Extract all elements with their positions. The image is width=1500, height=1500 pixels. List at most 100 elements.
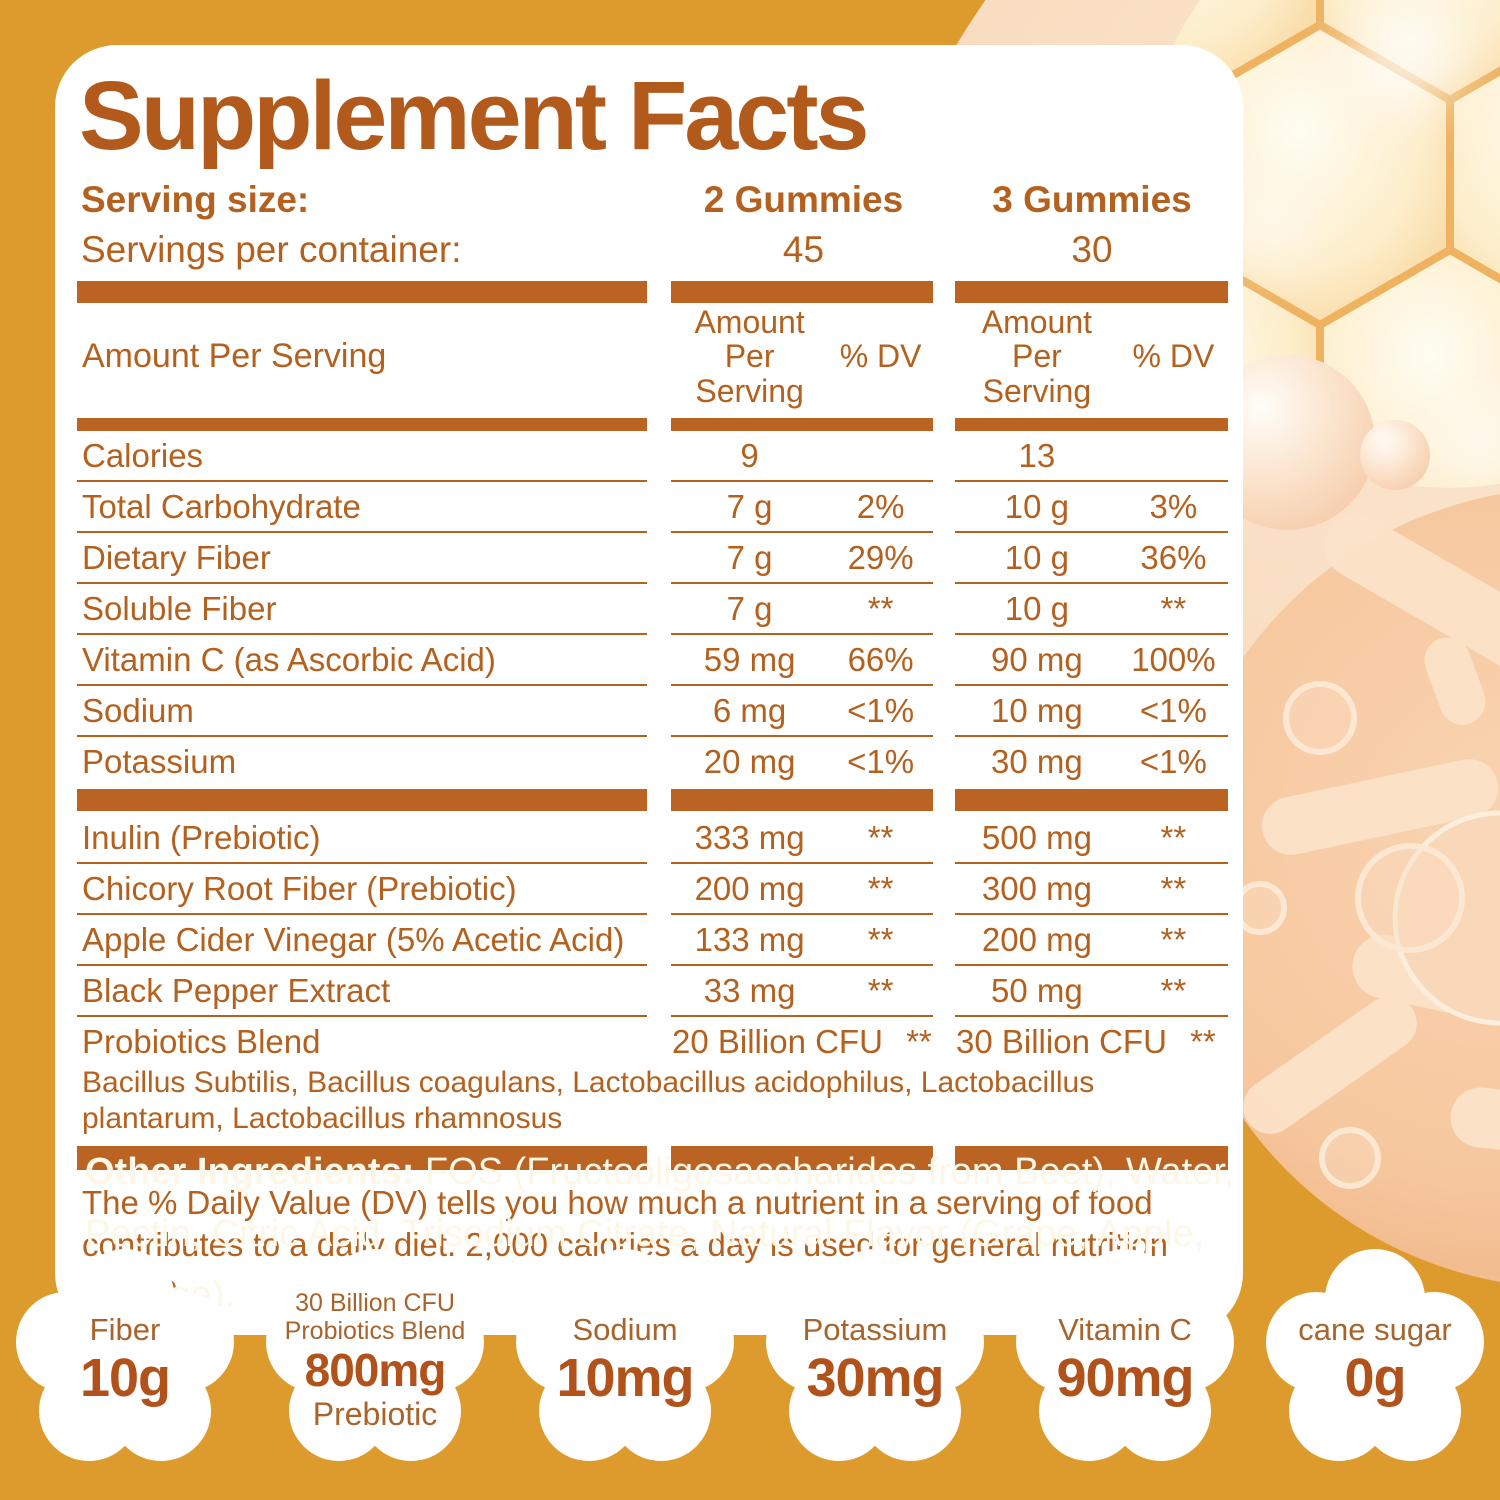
serving-size-2g: 2 Gummies: [703, 179, 904, 220]
table-header-row: Amount Per Serving Amount Per Serving % …: [77, 303, 1228, 411]
amount-3g: 500 mg: [981, 818, 1092, 856]
badge-value: 800mg: [304, 1344, 447, 1397]
nutrient-name: Chicory Root Fiber (Prebiotic): [77, 864, 647, 915]
nutrient-name: Total Carbohydrate: [77, 482, 647, 534]
amount-per-serving-header: Amount Per Serving: [82, 337, 387, 376]
dv-3g: **: [1160, 590, 1187, 628]
nutrient-name: Apple Cider Vinegar (5% Acetic Acid): [77, 915, 647, 966]
table-row-apple-cider-vinegar: Apple Cider Vinegar (5% Acetic Acid) 133…: [77, 915, 1228, 966]
amount-per-serving-header-2g: Amount Per Serving: [694, 303, 805, 409]
dv-2g: 29%: [847, 539, 914, 577]
highlight-badges-row: Fiber 10g 30 Billion CFU Probiotics Blen…: [0, 1258, 1500, 1464]
table-row-probiotics-blend: Probiotics Blend 20 Billion CFU ** 30 Bil…: [77, 1017, 1228, 1063]
table-row-vitamin-c: Vitamin C (as Ascorbic Acid) 59 mg 66% 90…: [77, 635, 1228, 687]
amount-2g: 7 g: [726, 590, 773, 628]
table-row-inulin: Inulin (Prebiotic) 333 mg ** 500 mg **: [77, 813, 1228, 864]
amount-2g: 6 mg: [712, 692, 787, 730]
dv-3g: 100%: [1131, 641, 1216, 679]
dv-3g: 36%: [1140, 539, 1207, 577]
section-bar: [77, 788, 1228, 811]
badge-value: 10g: [79, 1348, 171, 1409]
serving-size-label: Serving size:: [81, 179, 310, 220]
badge-sublabel: Prebiotic: [312, 1395, 438, 1432]
dv-3g: 3%: [1149, 488, 1198, 526]
table-row-chicory-root-fiber: Chicory Root Fiber (Prebiotic) 200 mg ** …: [77, 864, 1228, 915]
dv-3g: **: [1160, 971, 1187, 1009]
badge-label: Sodium: [572, 1312, 678, 1348]
badge-label: 30 Billion CFU: [295, 1289, 455, 1318]
nutrient-name: Soluble Fiber: [77, 584, 647, 636]
amount-3g: 300 mg: [981, 869, 1092, 907]
servings-per-container-row: Servings per container: 45 30: [81, 228, 1228, 272]
badge-label: cane sugar: [1298, 1312, 1452, 1348]
amount-2g: 20 mg: [703, 743, 796, 781]
table-row-sodium: Sodium 6 mg <1% 10 mg <1%: [77, 686, 1228, 738]
badge-fiber: Fiber 10g: [0, 1258, 250, 1464]
dv-2g: [828, 437, 933, 475]
badge-value: 10mg: [556, 1348, 694, 1409]
nutrient-name: Sodium: [77, 686, 647, 738]
amount-per-serving-header-3g: Amount Per Serving: [981, 303, 1093, 409]
dv-2g: **: [867, 818, 894, 856]
dv-2g: **: [867, 869, 894, 907]
table-row-total-carbohydrate: Total Carbohydrate 7 g 2% 10 g 3%: [77, 482, 1228, 534]
dv-3g: **: [1160, 818, 1187, 856]
amount-3g: 30 mg: [991, 743, 1083, 781]
nutrient-name: Potassium: [82, 743, 237, 781]
dv-2g: <1%: [847, 743, 915, 781]
flower-shape: [75, 1311, 175, 1411]
badge-value: 90mg: [1056, 1348, 1194, 1409]
panel-title: Supplement Facts: [79, 61, 869, 170]
badge-value: 30mg: [806, 1348, 944, 1409]
dv-3g: <1%: [1139, 692, 1207, 730]
amount-3g: 90 mg: [991, 641, 1083, 679]
nutrient-name: Black Pepper Extract: [77, 966, 647, 1017]
nutrient-name: Probiotics Blend: [82, 1022, 321, 1060]
table-row-black-pepper-extract: Black Pepper Extract 33 mg ** 50 mg **: [77, 966, 1228, 1017]
amount-2g: 200 mg: [694, 869, 805, 907]
section-bar: [77, 280, 1228, 303]
flower-shape: [1325, 1311, 1425, 1411]
other-ingredients-label: Other Ingredients:: [85, 1151, 415, 1193]
amount-3g: 10 g: [1004, 539, 1070, 577]
bubble-decoration-small: [1360, 420, 1430, 490]
flower-shape: [825, 1311, 925, 1411]
badge-probiotics-prebiotic: 30 Billion CFU Probiotics Blend 800mg Pr…: [250, 1258, 500, 1464]
dv-2g: 2%: [856, 488, 905, 526]
badge-cane-sugar: cane sugar 0g: [1250, 1258, 1500, 1464]
badge-label: Fiber: [89, 1312, 161, 1348]
table-row-soluble-fiber: Soluble Fiber 7 g ** 10 g **: [77, 584, 1228, 636]
dv-3g: [1119, 437, 1228, 475]
flower-shape: [1075, 1311, 1175, 1411]
amount-3g: 13: [1018, 437, 1056, 475]
badge-vitamin-c: Vitamin C 90mg: [1000, 1258, 1250, 1464]
amount-2g: 9: [740, 437, 759, 475]
serving-size-row: Serving size: 2 Gummies 3 Gummies: [81, 178, 1228, 222]
amount-3g: 30 Billion CFU: [956, 1022, 1167, 1060]
servings-count-2g: 45: [782, 229, 825, 271]
dv-header-2g: % DV: [839, 338, 922, 375]
section-bar-thin: [77, 418, 1228, 432]
amount-2g: 59 mg: [703, 641, 796, 679]
dv-2g: **: [867, 590, 894, 628]
dv-2g: **: [867, 920, 894, 958]
dv-3g: <1%: [1139, 743, 1207, 781]
dv-header-3g: % DV: [1132, 338, 1215, 375]
amount-3g: 50 mg: [991, 971, 1083, 1009]
dv-2g: 66%: [847, 641, 914, 679]
probiotics-dish-decoration: [1170, 494, 1500, 1282]
dv-2g: **: [906, 1022, 932, 1060]
other-ingredients-text: FOS (Fructooligosaccharides from Beet), …: [85, 1151, 1235, 1317]
servings-count-3g: 30: [1071, 229, 1113, 271]
amount-3g: 200 mg: [981, 920, 1092, 958]
badge-sodium: Sodium 10mg: [500, 1258, 750, 1464]
amount-3g: 10 g: [1004, 590, 1070, 628]
other-ingredients: Other Ingredients: FOS (Fructooligosacch…: [85, 1142, 1245, 1327]
amount-3g: 10 mg: [991, 692, 1083, 730]
amount-2g: 7 g: [726, 539, 773, 577]
amount-2g: 133 mg: [694, 920, 805, 958]
amount-2g: 7 g: [726, 488, 773, 526]
table-row-calories: Calories 9 13: [77, 431, 1228, 483]
amount-2g: 20 Billion CFU: [672, 1022, 883, 1060]
